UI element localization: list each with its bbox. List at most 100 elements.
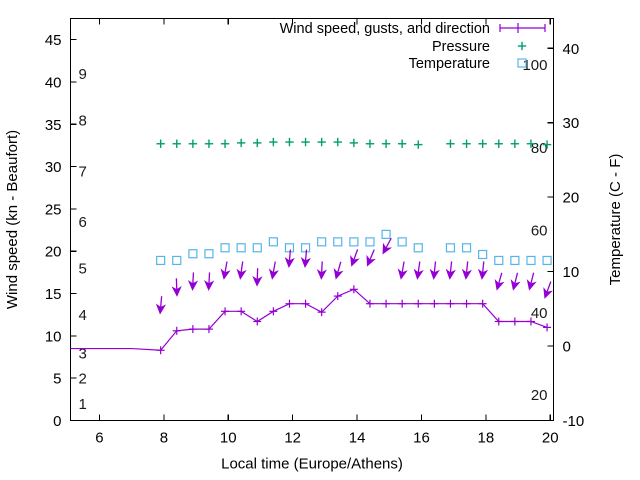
beaufort-label: 4 (79, 307, 87, 324)
temperature-marker (268, 237, 278, 247)
wind-direction-arrow (171, 278, 182, 297)
y-tick-label: 15 (45, 286, 62, 303)
x-tick-label: 8 (160, 430, 168, 447)
temperature-marker (542, 255, 552, 266)
arrow-head (187, 280, 199, 291)
wind-direction-arrow (526, 272, 537, 291)
wind-direction-arrow (445, 261, 456, 280)
y2-tick-label: 40 (563, 41, 580, 58)
plot-border (69, 17, 555, 422)
temperature-marker (526, 255, 536, 266)
wind-direction-arrow (413, 261, 424, 280)
arrow-head (171, 286, 182, 297)
y-tick-label: 45 (45, 32, 62, 49)
arrow-head (526, 279, 537, 291)
beaufort-label: 5 (79, 261, 87, 278)
arrow-head (284, 256, 295, 269)
temperature-marker (494, 255, 504, 266)
fahrenheit-label: 80 (531, 140, 548, 157)
temperature-marker (317, 237, 327, 247)
arrow-head (316, 268, 327, 280)
y-axis-title: Wind speed (kn - Beaufort) (4, 130, 21, 309)
temperature-marker (156, 255, 166, 266)
temperature-marker (461, 243, 472, 253)
wind-direction-arrow (333, 261, 344, 280)
y2-tick-label: 0 (563, 339, 571, 356)
temperature-marker (252, 243, 262, 253)
y-tick-label: 20 (45, 244, 62, 261)
x-tick-label: 16 (413, 430, 430, 447)
temperature-marker (445, 243, 456, 253)
wind-direction-arrow (268, 261, 279, 280)
temperature-marker (284, 243, 295, 253)
temperature-marker (478, 249, 488, 260)
wind-direction-arrow (366, 249, 376, 267)
legend-label-0: Wind speed, gusts, and direction (280, 21, 490, 37)
fahrenheit-label: 40 (531, 305, 548, 322)
y2-tick-label: 10 (563, 264, 580, 281)
temperature-marker (413, 243, 423, 253)
beaufort-label: 1 (79, 396, 87, 413)
wind-direction-arrow (382, 237, 393, 255)
temperature-marker (236, 243, 246, 253)
x-tick-label: 18 (478, 430, 495, 447)
wind-direction-arrow (510, 272, 521, 291)
wind-direction-arrow (220, 261, 231, 280)
y-tick-label: 25 (45, 201, 62, 218)
y2-tick-label: 20 (563, 190, 580, 207)
arrow-head (461, 268, 472, 280)
y-tick-label: 0 (53, 413, 61, 430)
y2-tick-label: 30 (563, 115, 580, 132)
arrow-head (494, 278, 505, 291)
wind-direction-arrow (350, 249, 360, 267)
y-tick-label: 30 (45, 159, 62, 176)
temperature-marker (172, 255, 182, 266)
arrow-head (510, 279, 521, 291)
temperature-marker (365, 237, 375, 247)
wind-direction-arrow (187, 272, 199, 291)
beaufort-label: 2 (79, 371, 87, 388)
wind-direction-arrow (477, 261, 489, 280)
arrow-head (204, 280, 215, 291)
temperature-marker (349, 237, 359, 247)
temperature-marker (510, 255, 520, 266)
wind-direction-arrow (252, 268, 263, 287)
temperature-marker (204, 249, 214, 259)
arrow-head (382, 242, 393, 255)
arrow-head (366, 254, 376, 267)
x-tick-label: 6 (95, 430, 103, 447)
wind-speed-line (70, 288, 548, 351)
arrow-head (543, 287, 553, 299)
temperature-marker (381, 229, 391, 239)
temperature-marker (333, 237, 343, 247)
temperature-marker (188, 249, 198, 259)
y2-tick-label: -10 (563, 413, 585, 430)
wind-direction-arrow (300, 249, 311, 269)
y-tick-label: 35 (45, 117, 62, 134)
wind-direction-arrow (429, 261, 440, 280)
x-axis-title: Local time (Europe/Athens) (221, 456, 403, 473)
y-tick-label: 5 (53, 371, 61, 388)
beaufort-label: 3 (79, 345, 87, 362)
x-tick-label: 14 (349, 430, 366, 447)
wind-direction-arrow (461, 261, 472, 280)
x-tick-label: 20 (542, 430, 559, 447)
fahrenheit-label: 20 (531, 387, 548, 404)
beaufort-label: 7 (79, 163, 87, 180)
legend-marker-temperature (517, 58, 527, 68)
arrow-head (155, 303, 167, 315)
x-tick-label: 12 (284, 430, 301, 447)
temperature-marker (220, 243, 230, 253)
y2-axis-title: Temperature (C - F) (607, 154, 624, 286)
beaufort-label: 6 (79, 214, 87, 231)
wind-direction-arrow (494, 272, 505, 291)
arrow-head (300, 256, 311, 269)
arrow-head (397, 268, 408, 280)
y-tick-label: 40 (45, 74, 62, 91)
wind-direction-arrow (284, 249, 295, 269)
arrow-head (445, 268, 456, 280)
x-tick-label: 10 (220, 430, 237, 447)
fahrenheit-label: 100 (522, 57, 547, 74)
